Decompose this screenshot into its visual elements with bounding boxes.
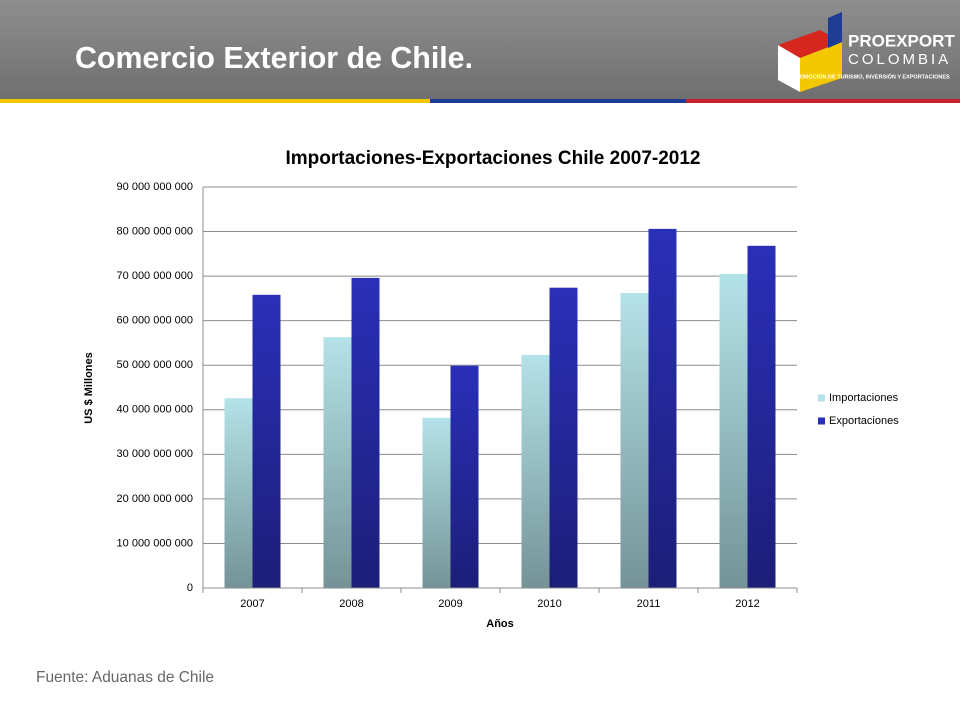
bar-shade bbox=[549, 287, 578, 588]
bar-shade bbox=[224, 398, 253, 588]
logo-red bbox=[778, 30, 842, 58]
y-tick-label: 40 000 000 000 bbox=[117, 404, 193, 416]
x-tick-label: 2007 bbox=[240, 598, 264, 610]
y-tick-label: 50 000 000 000 bbox=[117, 359, 193, 371]
legend-label: Importaciones bbox=[829, 392, 899, 404]
bar-shade bbox=[719, 273, 748, 588]
bar-shade bbox=[252, 294, 281, 588]
logo-country: COLOMBIA bbox=[848, 51, 951, 68]
x-tick-label: 2012 bbox=[735, 598, 759, 610]
stripe-red bbox=[686, 99, 960, 103]
bar-shade bbox=[323, 337, 352, 588]
y-tick-label: 60 000 000 000 bbox=[117, 315, 193, 327]
y-axis-title: US $ Millones bbox=[83, 352, 95, 424]
y-tick-label: 20 000 000 000 bbox=[117, 493, 193, 505]
logo: PROEXPORT COLOMBIA PROMOCIÓN DE TURISMO,… bbox=[778, 12, 955, 92]
legend-swatch bbox=[818, 394, 825, 402]
logo-white bbox=[778, 45, 800, 92]
y-tick-label: 80 000 000 000 bbox=[117, 225, 193, 237]
source-note: Fuente: Aduanas de Chile bbox=[36, 669, 214, 686]
stripe-yellow bbox=[0, 99, 430, 103]
legend-swatch bbox=[818, 417, 825, 425]
y-tick-label: 0 bbox=[187, 582, 193, 594]
logo-tagline: PROMOCIÓN DE TURISMO, INVERSIÓN Y EXPORT… bbox=[792, 72, 950, 80]
bar-shade bbox=[747, 245, 776, 588]
bar-shade bbox=[351, 277, 380, 588]
chart-title: Importaciones-Exportaciones Chile 2007-2… bbox=[286, 148, 701, 169]
bar-shade bbox=[450, 365, 479, 588]
bar-shade bbox=[521, 354, 550, 588]
logo-name: PROEXPORT bbox=[848, 31, 955, 50]
x-tick-label: 2008 bbox=[339, 598, 363, 610]
bar-shade bbox=[422, 417, 451, 588]
y-tick-label: 30 000 000 000 bbox=[117, 448, 193, 460]
x-axis-title: Años bbox=[486, 618, 514, 630]
stripe-blue bbox=[430, 99, 686, 103]
x-tick-label: 2011 bbox=[637, 598, 661, 610]
bar-shade bbox=[620, 293, 649, 588]
logo-yellow bbox=[800, 42, 842, 92]
y-tick-label: 70 000 000 000 bbox=[117, 270, 193, 282]
x-tick-label: 2009 bbox=[438, 598, 462, 610]
y-tick-label: 90 000 000 000 bbox=[117, 181, 193, 193]
logo-blue bbox=[828, 12, 842, 48]
slide-title: Comercio Exterior de Chile. bbox=[75, 40, 473, 75]
legend-label: Exportaciones bbox=[829, 415, 899, 427]
bar-shade bbox=[648, 228, 677, 589]
y-tick-label: 10 000 000 000 bbox=[117, 537, 193, 549]
x-tick-label: 2010 bbox=[537, 598, 561, 610]
plot: 0 10 000 000 000 20 000 000 000 30 000 000 … bbox=[117, 181, 900, 610]
